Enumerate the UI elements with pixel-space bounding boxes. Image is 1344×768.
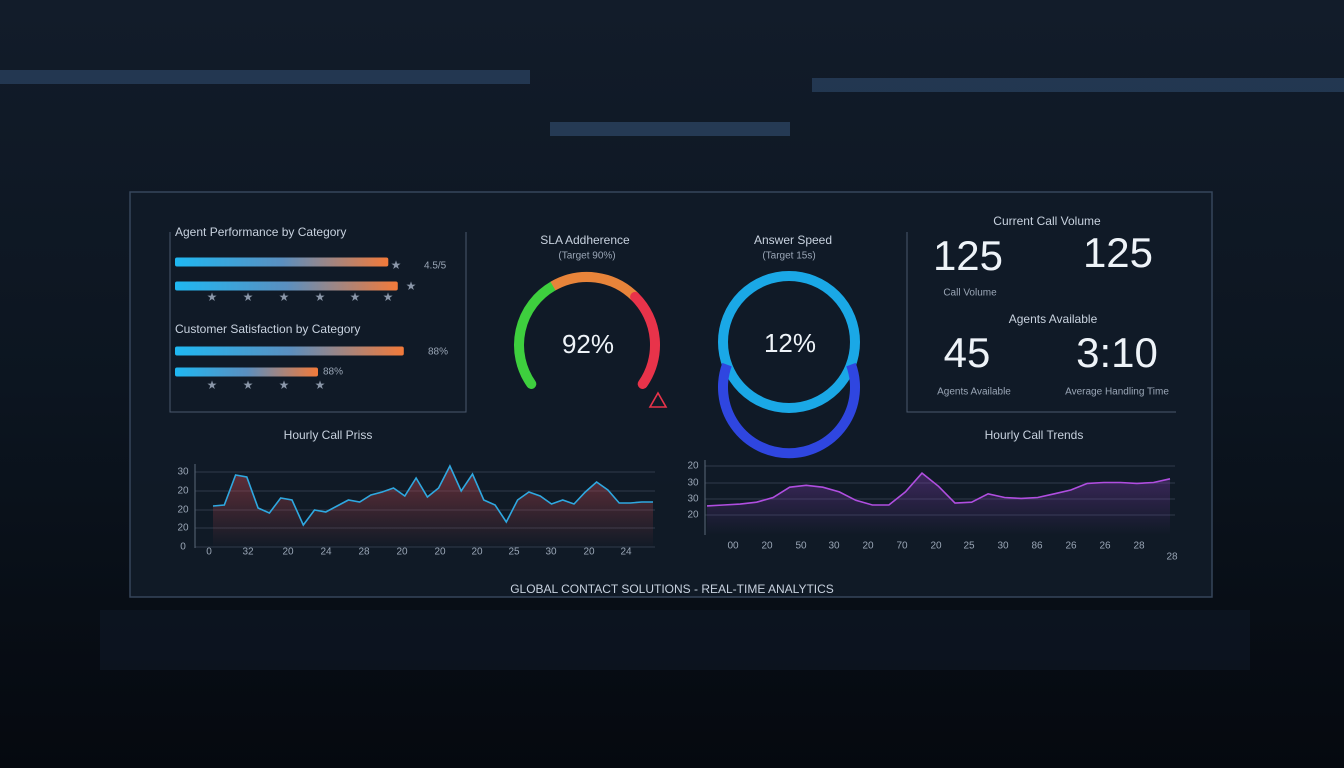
svg-text:★: ★ (391, 258, 402, 272)
svg-text:★: ★ (207, 290, 218, 304)
gauge-value: 12% (764, 328, 816, 358)
star-row: ★ ★ ★ ★ ★ ★ ★ ★ ★ ★ ★ ★ (207, 258, 417, 392)
x-tick-label: 20 (583, 547, 595, 558)
panel-border (169, 232, 467, 413)
y-tick-label: 20 (687, 510, 699, 521)
ceiling-light (0, 70, 530, 84)
y-tick-label: 20 (687, 461, 699, 472)
stat-value: 45 (944, 329, 991, 376)
gauge-arc (514, 281, 558, 389)
gauge-ring (718, 362, 860, 459)
stats-title: Current Call Volume (993, 214, 1101, 228)
gauge-ring (718, 271, 860, 413)
x-tick-label: 24 (620, 547, 632, 558)
svg-text:★: ★ (315, 290, 326, 304)
x-tick-label: 00 (727, 541, 739, 552)
x-tick-label: 20 (761, 541, 773, 552)
x-tick-label: 30 (545, 547, 557, 558)
line (212, 464, 653, 527)
gauge-subtitle: (Target 15s) (762, 251, 815, 262)
panel-title: Agent Performance by Category (175, 225, 346, 239)
svg-text:★: ★ (315, 378, 326, 392)
x-tick-label: 20 (434, 547, 446, 558)
x-tick-label: 32 (242, 547, 254, 558)
gauge-subtitle: (Target 90%) (558, 251, 615, 262)
x-tick-label: 26 (1065, 541, 1077, 552)
x-tick-label: 30 (828, 541, 840, 552)
gauge-arc (550, 271, 639, 301)
stat-label: Agents Available (937, 387, 1011, 398)
y-tick-label: 20 (177, 523, 189, 534)
x-tick-label: 26 (1099, 541, 1111, 552)
line (706, 471, 1171, 507)
gauge-title: SLA Addherence (540, 233, 630, 247)
gauge-value: 92% (562, 329, 614, 359)
svg-text:★: ★ (243, 378, 254, 392)
panel-title: Customer Satisfaction by Category (175, 322, 360, 336)
bar (175, 346, 404, 356)
bar (175, 367, 318, 377)
x-tick-label: 20 (471, 547, 483, 558)
bar (175, 257, 389, 267)
x-tick-label: 50 (795, 541, 807, 552)
bar-label: 88% (323, 367, 343, 378)
area (213, 466, 653, 548)
svg-text:★: ★ (279, 290, 290, 304)
stat-value: 125 (933, 232, 1003, 279)
x-tick-label: 0 (206, 547, 212, 558)
gauge-arc (630, 291, 661, 389)
x-tick-label: 25 (508, 547, 520, 558)
gauge-title: Answer Speed (754, 233, 832, 247)
x-tick-label: 24 (320, 547, 332, 558)
y-tick-label: 30 (687, 494, 699, 505)
stat-label: Average Handling Time (1065, 387, 1169, 398)
svg-text:★: ★ (279, 378, 290, 392)
chart-title: Hourly Call Trends (985, 428, 1084, 442)
bar-label: 88% (428, 347, 448, 358)
y-tick-label: 30 (177, 467, 189, 478)
panel-border (906, 232, 1176, 413)
x-tick-label: 20 (282, 547, 294, 558)
stat-label: Call Volume (943, 288, 997, 299)
stat-value: 3:10 (1076, 329, 1158, 376)
svg-text:★: ★ (383, 290, 394, 304)
footer: GLOBAL CONTACT SOLUTIONS - REAL-TIME ANA… (510, 582, 834, 596)
x-tick-label: 25 (963, 541, 975, 552)
y-tick-label: 30 (687, 478, 699, 489)
x-tick-label: 28 (1133, 541, 1145, 552)
warning-icon (648, 391, 668, 408)
svg-text:★: ★ (243, 290, 254, 304)
area (707, 473, 1170, 535)
x-tick-label: 30 (997, 541, 1009, 552)
x-tick-label: 70 (896, 541, 908, 552)
svg-text:★: ★ (350, 290, 361, 304)
x-tick-label: 20 (862, 541, 874, 552)
stats-subtitle: Agents Available (1009, 312, 1098, 326)
y-tick-label: 0 (180, 542, 186, 553)
x-tick-label: 28 (1166, 552, 1178, 563)
x-tick-label: 86 (1031, 541, 1043, 552)
svg-text:★: ★ (406, 279, 417, 293)
bar (175, 281, 398, 291)
ceiling-light (812, 78, 1344, 92)
bar-label: 4.5/5 (424, 261, 447, 272)
y-tick-label: 20 (177, 505, 189, 516)
desk (100, 610, 1250, 670)
x-tick-label: 20 (930, 541, 942, 552)
y-tick-label: 20 (177, 486, 189, 497)
x-tick-label: 28 (358, 547, 370, 558)
svg-text:★: ★ (207, 378, 218, 392)
ceiling-light (550, 122, 790, 136)
chart-title: Hourly Call Priss (284, 428, 373, 442)
stat-value: 125 (1083, 229, 1153, 276)
x-tick-label: 20 (396, 547, 408, 558)
